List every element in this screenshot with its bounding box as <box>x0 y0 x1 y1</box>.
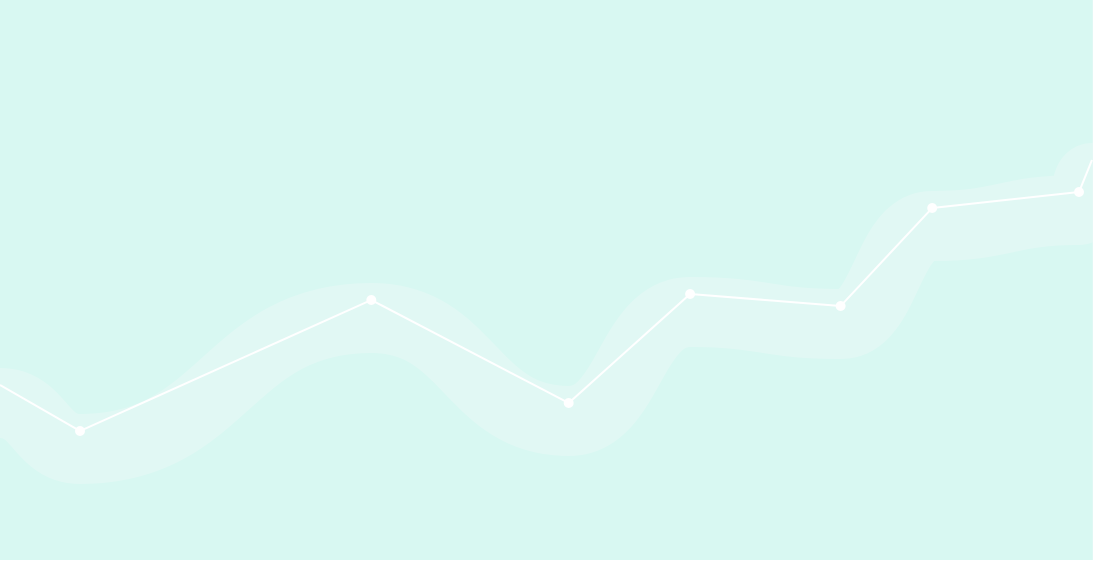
data-point <box>563 398 574 408</box>
line-glow <box>0 142 1093 484</box>
data-point <box>685 289 696 299</box>
data-point <box>1074 187 1084 197</box>
data-point <box>927 203 938 213</box>
data-point <box>366 295 377 305</box>
line-glow-band <box>0 142 1093 484</box>
data-point <box>75 426 85 436</box>
series-points-layer <box>75 187 1084 436</box>
data-point <box>835 301 846 311</box>
